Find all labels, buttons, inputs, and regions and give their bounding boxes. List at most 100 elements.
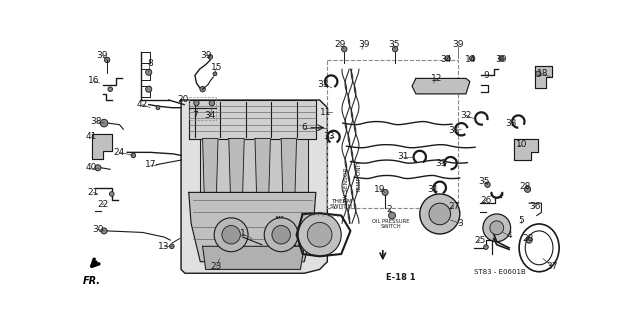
Text: 6: 6 [302, 123, 307, 132]
Text: E-18 1: E-18 1 [386, 273, 415, 282]
Text: 35: 35 [479, 177, 490, 186]
Text: 31: 31 [397, 153, 408, 162]
Text: 35: 35 [388, 40, 399, 49]
Text: 41: 41 [86, 132, 97, 141]
Text: 5: 5 [519, 216, 525, 225]
Circle shape [108, 87, 112, 92]
Text: 33: 33 [435, 159, 446, 168]
Text: 36: 36 [530, 202, 541, 211]
Text: 39: 39 [201, 51, 212, 60]
Text: 13: 13 [158, 242, 170, 251]
Circle shape [342, 46, 347, 52]
Text: 2: 2 [386, 205, 392, 214]
Text: 22: 22 [97, 200, 108, 209]
Text: 24: 24 [114, 148, 125, 157]
Circle shape [170, 244, 174, 249]
Polygon shape [203, 139, 218, 192]
Circle shape [484, 245, 488, 249]
Text: FR.: FR. [83, 276, 101, 285]
Text: 20: 20 [177, 95, 189, 105]
Text: 19: 19 [374, 185, 385, 194]
Text: E-15-1: E-15-1 [283, 239, 313, 248]
Circle shape [272, 226, 290, 244]
Text: 38: 38 [91, 117, 102, 126]
Polygon shape [535, 66, 552, 88]
Text: 3: 3 [457, 219, 463, 228]
Circle shape [208, 55, 213, 59]
Text: 34: 34 [204, 111, 216, 120]
Circle shape [526, 237, 532, 243]
Circle shape [483, 214, 511, 242]
Circle shape [485, 182, 490, 188]
Circle shape [264, 218, 298, 252]
Polygon shape [255, 139, 271, 192]
Text: 11: 11 [320, 108, 331, 117]
Circle shape [101, 228, 107, 234]
Text: 1: 1 [240, 229, 246, 238]
Circle shape [156, 106, 160, 110]
Circle shape [307, 222, 332, 247]
Text: 18: 18 [537, 69, 549, 78]
Text: 34: 34 [440, 55, 451, 64]
Circle shape [200, 86, 205, 92]
Circle shape [389, 212, 396, 219]
Text: 8: 8 [147, 59, 153, 68]
Text: 17: 17 [145, 160, 156, 169]
Text: 7: 7 [192, 111, 197, 120]
Circle shape [429, 203, 451, 225]
Text: THERM
SWITCH: THERM SWITCH [330, 198, 352, 209]
Circle shape [382, 189, 388, 196]
Text: 33: 33 [318, 80, 330, 89]
Text: 39: 39 [453, 40, 464, 49]
Text: 15: 15 [211, 63, 222, 72]
Text: 12: 12 [431, 74, 443, 83]
Text: 30: 30 [92, 225, 104, 234]
Text: 16: 16 [88, 76, 99, 85]
Circle shape [95, 165, 101, 171]
Polygon shape [203, 246, 304, 269]
Text: 26: 26 [480, 196, 491, 204]
Circle shape [214, 218, 248, 252]
Text: 23: 23 [211, 262, 222, 271]
Text: 42: 42 [137, 100, 148, 109]
Text: ST83 - E0601B: ST83 - E0601B [474, 269, 526, 276]
Circle shape [109, 192, 114, 196]
Text: 29: 29 [334, 40, 345, 49]
Polygon shape [181, 100, 328, 273]
Circle shape [100, 119, 108, 127]
Text: OIL PRESSURE
SWITCH: OIL PRESSURE SWITCH [371, 219, 409, 229]
Polygon shape [200, 139, 308, 192]
Polygon shape [91, 134, 112, 158]
Text: 39: 39 [358, 40, 370, 49]
Polygon shape [412, 78, 470, 94]
Text: 39: 39 [496, 55, 507, 64]
Text: 28: 28 [522, 234, 533, 243]
Text: 10: 10 [516, 140, 527, 149]
Text: 39: 39 [97, 51, 109, 60]
Polygon shape [281, 139, 297, 192]
Circle shape [498, 56, 504, 61]
Text: 28: 28 [519, 182, 531, 191]
Circle shape [213, 72, 217, 76]
Text: 31: 31 [427, 185, 439, 194]
Text: 9: 9 [483, 71, 489, 80]
Circle shape [420, 194, 460, 234]
Circle shape [145, 86, 152, 92]
Circle shape [104, 57, 110, 63]
Text: 33: 33 [323, 132, 335, 141]
Text: 40: 40 [86, 163, 97, 172]
Text: 4: 4 [506, 231, 512, 240]
Circle shape [469, 56, 475, 61]
Circle shape [490, 221, 504, 235]
Polygon shape [514, 139, 538, 160]
Circle shape [536, 71, 541, 76]
Text: TW SENSOR: TW SENSOR [344, 168, 349, 204]
Polygon shape [189, 192, 316, 262]
Polygon shape [229, 139, 244, 192]
Text: 33: 33 [505, 119, 516, 128]
Text: 32: 32 [460, 111, 472, 120]
Circle shape [145, 69, 152, 75]
Circle shape [525, 186, 531, 192]
Text: TEMP UNIT: TEMP UNIT [358, 162, 362, 194]
Text: 31: 31 [449, 126, 460, 135]
